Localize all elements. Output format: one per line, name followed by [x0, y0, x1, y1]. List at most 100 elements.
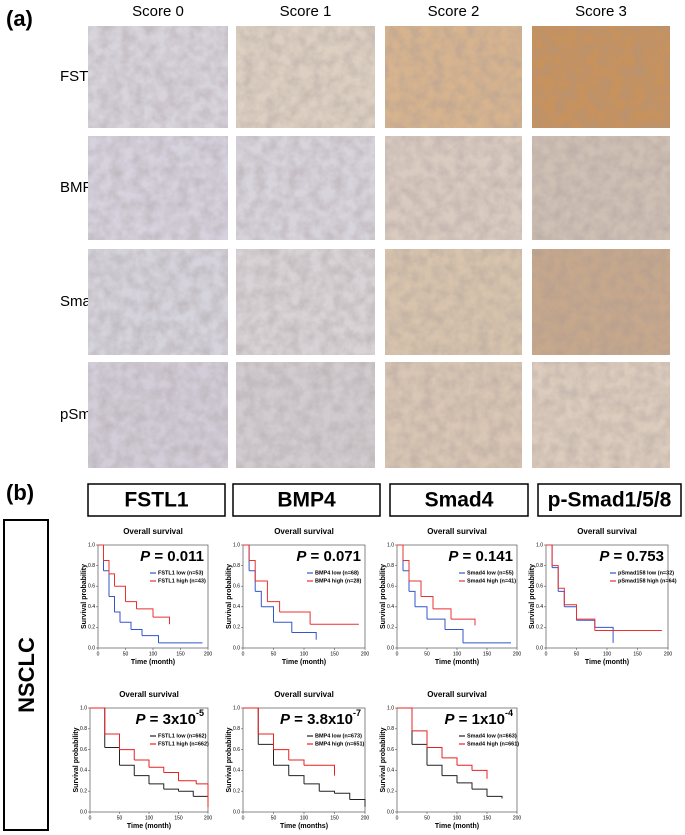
y-tick-label: 0.0: [233, 645, 240, 651]
x-tick-label: 50: [123, 651, 129, 657]
survival-step: [131, 628, 143, 636]
survival-step: [249, 559, 256, 582]
x-tick-label: 150: [176, 651, 185, 657]
legend-label: FSTL1 low (n=53): [158, 570, 204, 576]
survival-step: [442, 775, 458, 783]
y-axis-label: Survival probability: [380, 564, 387, 629]
survival-step: [134, 759, 150, 768]
plot-title: Overall survival: [577, 527, 637, 536]
tissue-texture: [88, 26, 228, 128]
p-number: = 3x10: [146, 711, 196, 728]
x-tick-label: 100: [453, 651, 462, 657]
survival-step: [98, 544, 104, 561]
x-tick-label: 0: [89, 815, 92, 821]
x-tick-label: 50: [424, 651, 430, 657]
y-tick-label: 0.6: [387, 584, 394, 590]
survival-step: [442, 757, 458, 766]
y-tick-label: 0.4: [233, 604, 240, 610]
y-tick-label: 0.2: [387, 625, 394, 631]
y-tick-label: 0.8: [536, 563, 543, 569]
panel-label: (b): [6, 480, 34, 505]
survival-step: [427, 618, 446, 630]
legend-label: pSmad158 high (n=64): [618, 578, 677, 584]
x-tick-label: 150: [330, 651, 339, 657]
column-header: Score 1: [280, 3, 332, 20]
legend-label: pSmad158 low (n=32): [618, 570, 674, 576]
y-tick-label: 0.4: [387, 768, 394, 774]
header-box: [389, 483, 529, 517]
survival-step: [564, 604, 577, 620]
x-axis-label: Time (month): [435, 823, 479, 830]
survival-step: [445, 628, 464, 643]
p-symbol: P: [136, 711, 147, 728]
x-tick-label: 0: [545, 651, 548, 657]
header: p-Smad1/5/8: [548, 489, 672, 512]
y-tick-label: 0.4: [536, 604, 543, 610]
plot-title: Overall survival: [427, 527, 487, 536]
y-tick-label: 0.6: [387, 747, 394, 753]
survival-step: [273, 749, 290, 760]
survival-step: [119, 764, 135, 776]
survival-step: [409, 590, 416, 607]
legend-label: BMP4 high (n=28): [315, 578, 361, 584]
survival-step: [415, 606, 428, 620]
y-tick-label: 0.8: [387, 563, 394, 569]
tissue-texture: [385, 26, 522, 128]
survival-step: [273, 764, 290, 776]
survival-step: [421, 596, 434, 609]
survival-step: [433, 608, 452, 620]
y-tick-label: 1.0: [88, 542, 95, 548]
p-value: P = 1x10-4: [445, 708, 514, 728]
row-label: NSCLC: [14, 637, 39, 713]
y-tick-label: 0.2: [80, 789, 87, 795]
survival-step: [149, 766, 165, 773]
legend-label: FSTL1 low (n=662): [158, 733, 207, 739]
p-value: P = 3.8x10-7: [280, 708, 361, 728]
x-tick-label: 150: [174, 815, 183, 821]
tissue-texture: [88, 362, 228, 468]
tissue-texture: [236, 249, 375, 355]
header-box: [537, 483, 682, 517]
plot-title: Overall survival: [427, 690, 487, 699]
x-axis-label: Time (month): [282, 659, 326, 666]
survival-step: [136, 608, 154, 618]
header-box: [232, 483, 381, 517]
survival-step: [457, 764, 473, 771]
p-number: = 1x10: [455, 711, 505, 728]
p-exponent: -4: [505, 708, 513, 718]
survival-step: [279, 611, 311, 625]
survival-step: [109, 573, 115, 587]
tissue-texture: [532, 362, 670, 468]
y-tick-label: 0.4: [387, 604, 394, 610]
header: FSTL1: [124, 489, 188, 512]
y-tick-label: 0.8: [233, 726, 240, 732]
p-number: = 0.071: [306, 548, 361, 565]
x-tick-label: 50: [424, 815, 430, 821]
header: Smad4: [425, 489, 494, 512]
p-number: = 0.141: [458, 548, 513, 565]
x-axis-label: Time (month): [131, 659, 175, 666]
survival-step: [319, 790, 335, 794]
legend-label: Smad4 high (n=661): [467, 741, 519, 747]
tissue-texture: [236, 26, 375, 128]
y-tick-label: 0.0: [88, 645, 95, 651]
survival-step: [134, 775, 150, 784]
survival-step: [472, 769, 488, 779]
y-axis-label: Survival probability: [226, 564, 233, 629]
x-tick-label: 150: [633, 651, 642, 657]
y-tick-label: 0.0: [387, 809, 394, 815]
p-symbol: P: [445, 711, 456, 728]
y-tick-label: 0.4: [233, 768, 240, 774]
column-header: Score 2: [428, 3, 480, 20]
survival-step: [457, 782, 473, 790]
survival-step: [196, 783, 209, 807]
y-tick-label: 0.8: [387, 726, 394, 732]
survival-step: [125, 601, 137, 609]
legend-label: BMP4 low (n=68): [315, 570, 359, 576]
panel-label: (a): [6, 6, 33, 31]
tissue-texture: [385, 136, 522, 240]
survival-step: [288, 759, 305, 766]
y-tick-label: 1.0: [233, 542, 240, 548]
p-value: P = 0.071: [296, 548, 361, 565]
